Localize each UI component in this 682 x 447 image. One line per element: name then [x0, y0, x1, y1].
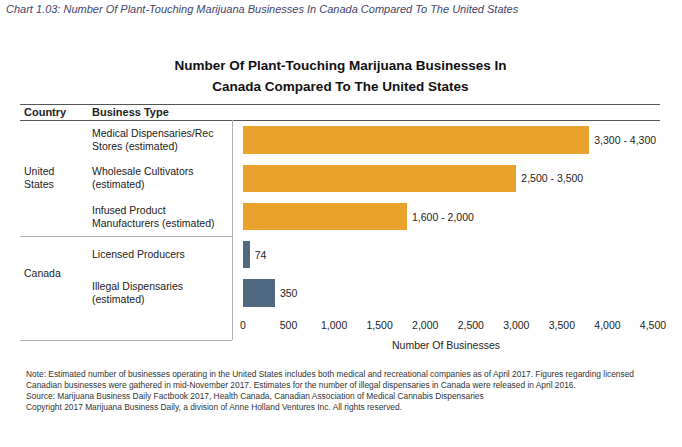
tick-label: 500	[280, 319, 298, 331]
note: Copyright 2017 Marijuana Business Daily,…	[26, 402, 646, 413]
title: Number Of Plant-Touching Marijuana Busin…	[168, 55, 513, 97]
category-label: Infused Product Manufacturers (estimated…	[92, 204, 228, 230]
category-label: Licensed Producers	[92, 248, 228, 261]
bar	[243, 241, 250, 269]
column-header: Business Type	[92, 106, 169, 118]
data-label: 1,600 - 2,000	[412, 211, 474, 223]
header-rule	[20, 120, 660, 121]
category-label: Illegal Dispensaries (estimated)	[92, 280, 228, 306]
data-label: 350	[280, 287, 298, 299]
tick-label: 0	[240, 319, 246, 331]
tick-label: 4,000	[594, 319, 620, 331]
data-label: 3,300 - 4,300	[594, 134, 656, 146]
tick-label: 3,000	[503, 319, 529, 331]
table-top-rule	[20, 104, 660, 105]
tick-label: 3,500	[549, 319, 575, 331]
group-label: Canada	[24, 267, 86, 280]
category-label: Wholesale Cultivators (estimated)	[92, 165, 228, 191]
group-label: United States	[24, 165, 86, 191]
caption: Chart 1.03: Number Of Plant-Touching Mar…	[6, 3, 676, 15]
tick-label: 1,500	[367, 319, 393, 331]
tick-label: 1,000	[321, 319, 347, 331]
tick-label: 2,000	[412, 319, 438, 331]
category-label: Medical Dispensaries/Rec Stores (estimat…	[92, 127, 228, 153]
note: Source: Marijuana Business Daily Factboo…	[26, 391, 646, 402]
data-label: 2,500 - 3,500	[521, 172, 583, 184]
bar	[243, 203, 407, 231]
tick-label: 2,500	[458, 319, 484, 331]
note: Note: Estimated number of businesses ope…	[26, 369, 646, 391]
column-header: Country	[24, 106, 66, 118]
tick-label: 4,500	[640, 319, 666, 331]
axis-label: Number Of Businesses	[392, 339, 500, 351]
group-separator	[20, 236, 232, 237]
bar	[243, 165, 516, 193]
data-label: 74	[255, 249, 267, 261]
column-separator	[232, 120, 233, 340]
bar	[243, 279, 275, 307]
bottom-rule	[20, 340, 232, 341]
bar	[243, 126, 589, 154]
